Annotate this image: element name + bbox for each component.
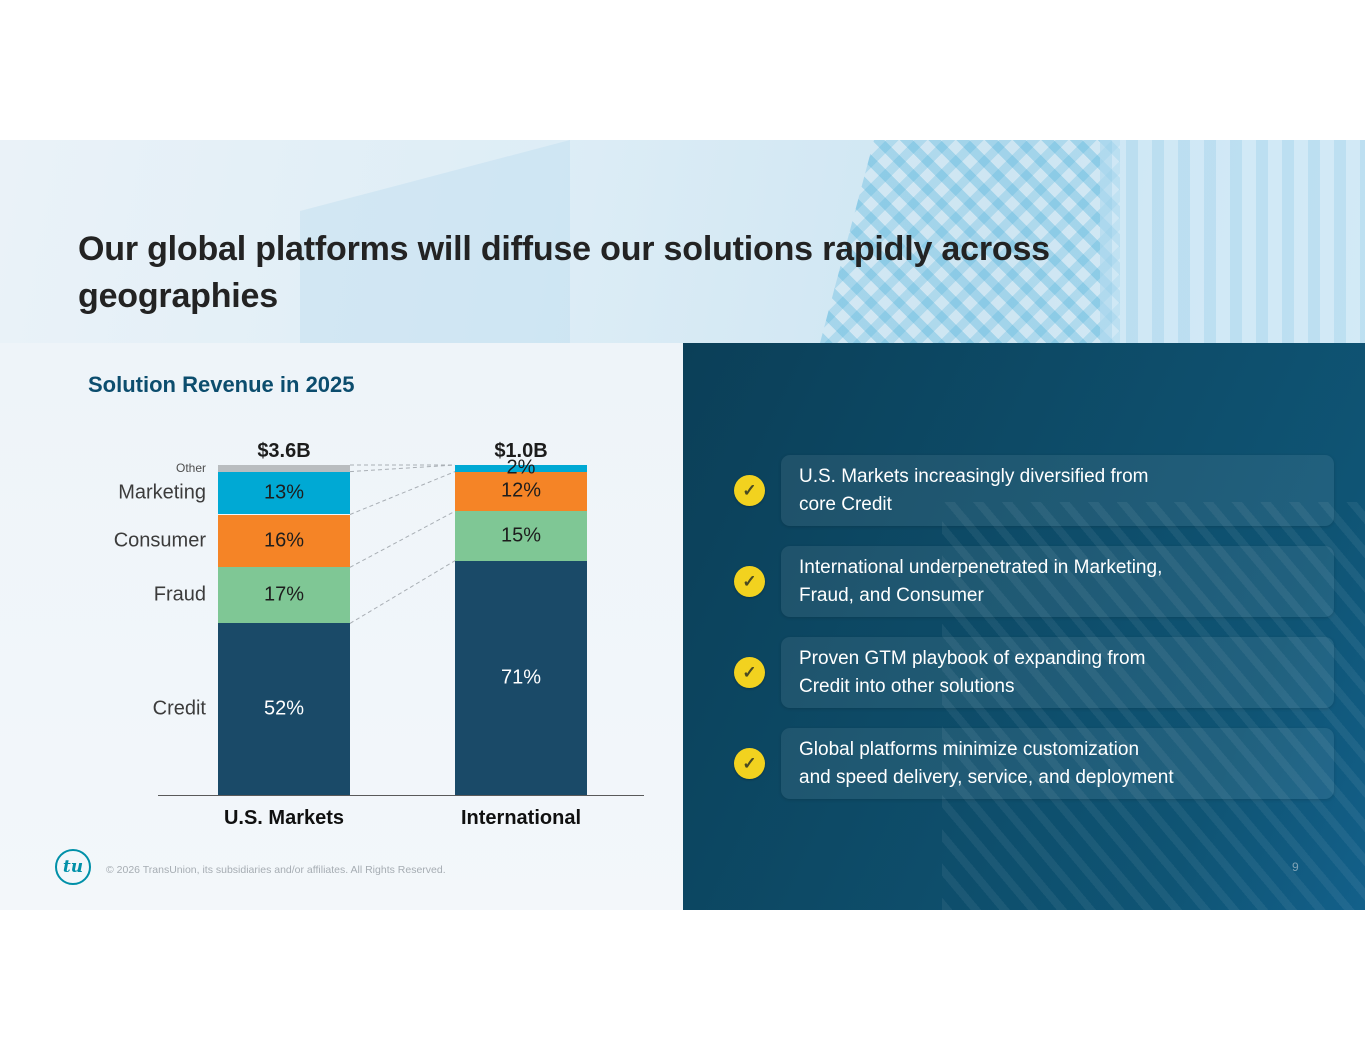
page-number: 9 bbox=[1292, 860, 1299, 874]
check-icon bbox=[734, 748, 765, 780]
bar-segment-value-credit-international: 71% bbox=[500, 666, 542, 689]
bullet-item: International underpenetrated in Marketi… bbox=[734, 546, 1334, 618]
bar-segment-value-fraud-international: 15% bbox=[500, 524, 542, 547]
transunion-logo: tu bbox=[55, 849, 91, 885]
bullet-text: U.S. Markets increasingly diversified fr… bbox=[799, 466, 1149, 515]
stacked-bar-chart: 52% 17% 16% 13% 71% 15% 12% 2% Credit Fraud Consum… bbox=[88, 435, 658, 835]
bullet-text: Proven GTM playbook of expanding from Cr… bbox=[799, 648, 1146, 697]
bar-segment-value-fraud-u-s-markets: 17% bbox=[263, 583, 305, 606]
bar-segment-value-marketing-international: 2% bbox=[506, 456, 536, 479]
copyright-text: © 2026 TransUnion, its subsidiaries and/… bbox=[106, 864, 446, 876]
title-band bbox=[0, 140, 1365, 343]
slide-title: Our global platforms will diffuse our so… bbox=[78, 230, 1050, 315]
bar-segment-consumer-u-s-markets bbox=[218, 514, 350, 568]
panel-diagonal-pattern-decor bbox=[942, 501, 1365, 910]
bar-segment-value-consumer-international: 12% bbox=[500, 479, 542, 502]
bullet-box: International underpenetrated in Marketi… bbox=[781, 546, 1334, 618]
bar-segment-value-consumer-u-s-markets: 16% bbox=[263, 529, 305, 552]
bullet-list: U.S. Markets increasingly diversified fr… bbox=[734, 455, 1334, 800]
bar-segment-credit-u-s-markets bbox=[218, 623, 350, 795]
series-label-other: Other bbox=[175, 461, 206, 476]
bullet-item: Global platforms minimize customization … bbox=[734, 728, 1334, 800]
bar-segment-marketing-u-s-markets bbox=[218, 471, 350, 515]
bar-segment-consumer-international bbox=[455, 471, 587, 512]
series-label-consumer: Consumer bbox=[113, 529, 206, 552]
bullet-item: U.S. Markets increasingly diversified fr… bbox=[734, 455, 1334, 527]
bullet-text: Global platforms minimize customization … bbox=[799, 739, 1174, 788]
bar-segment-fraud-u-s-markets bbox=[218, 567, 350, 624]
bullet-box: U.S. Markets increasingly diversified fr… bbox=[781, 455, 1334, 527]
x-axis-line bbox=[158, 795, 644, 796]
chart-title: Solution Revenue in 2025 bbox=[88, 372, 355, 397]
key-points-panel bbox=[683, 343, 1365, 910]
check-icon bbox=[734, 566, 765, 598]
bar-segment-marketing-international bbox=[455, 465, 587, 472]
building-windows-decor bbox=[820, 140, 1120, 343]
building-facade-decor bbox=[1100, 140, 1365, 343]
series-label-fraud: Fraud bbox=[153, 583, 206, 606]
bar-segment-value-marketing-u-s-markets: 13% bbox=[263, 481, 305, 504]
x-axis-label-international: International bbox=[460, 807, 581, 829]
bullet-box: Proven GTM playbook of expanding from Cr… bbox=[781, 637, 1334, 709]
bar-segment-value-credit-u-s-markets: 52% bbox=[263, 697, 305, 720]
check-icon bbox=[734, 475, 765, 507]
bar-segment-credit-international bbox=[455, 560, 587, 795]
bar-total-us: $3.6B bbox=[257, 440, 311, 462]
bullet-text: International underpenetrated in Marketi… bbox=[799, 557, 1163, 606]
x-axis-label-us: U.S. Markets bbox=[223, 807, 345, 829]
check-icon bbox=[734, 657, 765, 689]
bullet-box: Global platforms minimize customization … bbox=[781, 728, 1334, 800]
bar-segment-other-u-s-markets bbox=[218, 465, 350, 472]
bar-total-international: $1.0B bbox=[494, 440, 548, 462]
bar-segment-fraud-international bbox=[455, 511, 587, 561]
series-label-credit: Credit bbox=[152, 697, 206, 720]
series-label-marketing: Marketing bbox=[118, 481, 206, 504]
bullet-item: Proven GTM playbook of expanding from Cr… bbox=[734, 637, 1334, 709]
